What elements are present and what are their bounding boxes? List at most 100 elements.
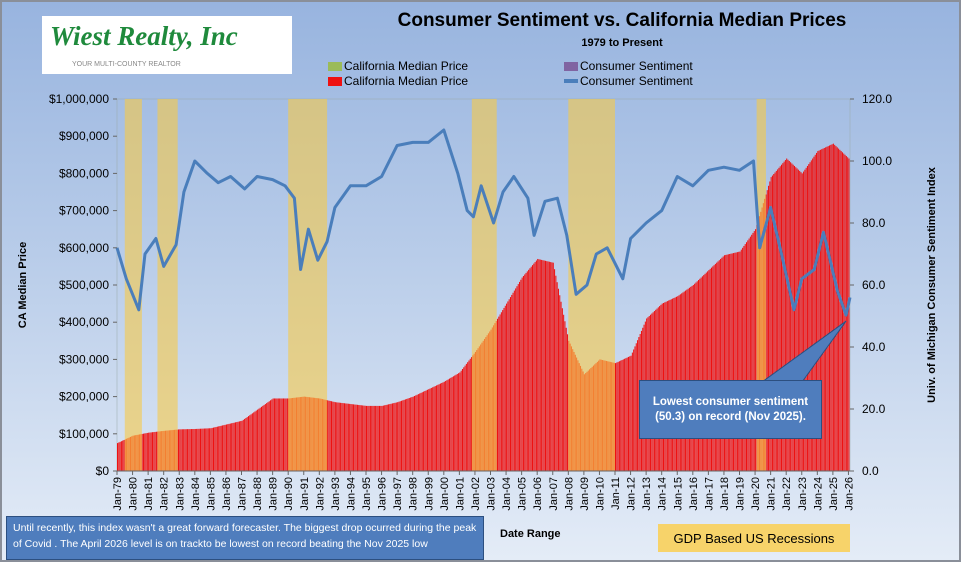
price-bar xyxy=(270,400,272,471)
price-bar xyxy=(210,428,212,471)
price-bar xyxy=(625,358,627,471)
price-bar xyxy=(449,378,451,471)
y2-axis-label: Univ. of Michigan Consumer Sentiment Ind… xyxy=(926,166,938,403)
price-bar xyxy=(805,167,807,471)
price-bar xyxy=(701,276,703,471)
legend-swatch xyxy=(564,61,578,71)
x-tick-label: Jan-95 xyxy=(361,477,373,511)
price-bar xyxy=(214,427,216,471)
price-bar xyxy=(713,265,715,471)
price-bar xyxy=(430,387,432,471)
price-bar xyxy=(283,398,285,471)
y2-tick-label: 100.0 xyxy=(862,154,892,168)
price-bar xyxy=(389,404,391,471)
y-tick-label: $300,000 xyxy=(59,352,109,366)
price-bar xyxy=(180,429,182,471)
price-bar xyxy=(743,245,745,471)
price-bar xyxy=(264,404,266,471)
price-bar xyxy=(144,433,146,471)
price-bar xyxy=(458,373,460,471)
x-tick-label: Jan-17 xyxy=(703,477,715,511)
price-bar xyxy=(347,403,349,471)
x-tick-label: Jan-18 xyxy=(719,477,731,511)
price-bar xyxy=(442,382,444,471)
price-bar xyxy=(773,174,775,471)
price-bar xyxy=(241,420,243,471)
price-bar xyxy=(783,161,785,471)
price-bar xyxy=(219,426,221,471)
price-bar xyxy=(691,285,693,471)
price-bar xyxy=(260,406,262,471)
note-box: Until recently, this index wasn't a grea… xyxy=(6,516,484,560)
price-bar xyxy=(838,148,840,471)
price-bar xyxy=(469,358,471,471)
price-bar xyxy=(753,231,755,471)
price-bar xyxy=(332,401,334,471)
x-tick-label: Jan-83 xyxy=(174,477,186,511)
x-tick-label: Jan-11 xyxy=(610,477,622,510)
price-bar xyxy=(222,425,224,471)
price-bar xyxy=(720,258,722,471)
recession-legend: GDP Based US Recessions xyxy=(658,524,850,552)
price-bar xyxy=(742,247,744,471)
x-tick-label: Jan-24 xyxy=(812,477,824,511)
price-bar xyxy=(233,422,235,471)
price-bar xyxy=(245,417,247,471)
price-bar xyxy=(813,156,815,471)
price-bar xyxy=(145,433,147,471)
price-bar xyxy=(408,397,410,471)
x-tick-label: Jan-80 xyxy=(128,477,140,511)
price-bar xyxy=(823,147,825,472)
price-bar xyxy=(550,262,552,471)
legend-label: California Median Price xyxy=(344,74,469,88)
price-bar xyxy=(417,394,419,471)
price-bar xyxy=(227,424,229,471)
price-bar xyxy=(839,149,841,471)
price-bar xyxy=(792,164,794,471)
price-bar xyxy=(446,380,448,471)
price-bar xyxy=(454,375,456,471)
price-bar xyxy=(567,334,569,471)
y2-tick-label: 80.0 xyxy=(862,216,886,230)
price-bar xyxy=(552,262,554,471)
price-bar xyxy=(399,401,401,471)
price-bar xyxy=(551,262,553,471)
price-bar xyxy=(631,352,633,471)
price-bar xyxy=(250,414,252,471)
price-bar xyxy=(515,288,517,471)
price-bar xyxy=(626,357,628,471)
price-bar xyxy=(149,432,151,471)
price-bar xyxy=(423,391,425,471)
x-tick-label: Jan-87 xyxy=(237,477,249,511)
price-bar xyxy=(177,429,179,471)
price-bar xyxy=(232,422,234,471)
price-bar xyxy=(630,355,632,471)
price-bar xyxy=(359,405,361,471)
price-bar xyxy=(384,405,386,471)
price-bar xyxy=(797,169,799,471)
x-tick-label: Jan-06 xyxy=(532,477,544,511)
price-bar xyxy=(341,402,343,471)
price-bar xyxy=(426,389,428,471)
legend-label: Consumer Sentiment xyxy=(580,74,693,88)
price-bar xyxy=(512,292,514,471)
price-bar xyxy=(511,294,513,471)
x-tick-label: Jan-85 xyxy=(205,477,217,511)
x-tick-label: Jan-16 xyxy=(688,477,700,511)
price-bar xyxy=(766,190,768,471)
x-tick-label: Jan-91 xyxy=(299,477,311,511)
price-bar xyxy=(748,238,750,471)
price-bar xyxy=(351,404,353,471)
price-bar xyxy=(345,403,347,471)
price-bar xyxy=(349,403,351,471)
price-bar xyxy=(433,386,435,471)
price-bar xyxy=(410,397,412,471)
legend-swatch xyxy=(328,76,342,86)
price-bar xyxy=(253,412,255,471)
price-bar xyxy=(150,432,152,471)
price-bar xyxy=(459,372,461,471)
x-tick-label: Jan-96 xyxy=(377,477,389,511)
price-bar xyxy=(437,384,439,471)
price-bar xyxy=(529,268,531,471)
price-bar xyxy=(380,405,382,471)
